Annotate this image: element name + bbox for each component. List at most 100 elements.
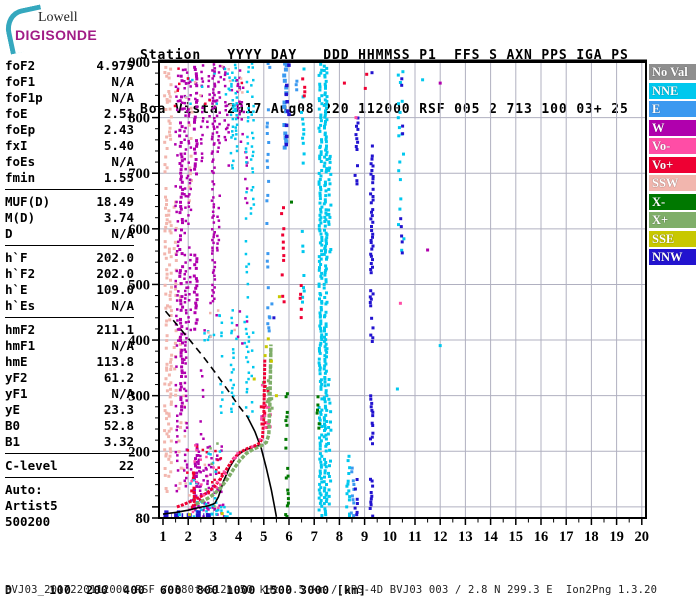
echo-dot: [369, 304, 373, 308]
echo-dot: [324, 433, 328, 437]
echo-dot: [319, 232, 323, 236]
echo-dot: [229, 378, 233, 382]
echo-dot: [178, 327, 182, 331]
echo-dot: [284, 85, 289, 90]
echo-dot: [211, 107, 214, 110]
echo-dot: [247, 371, 251, 374]
echo-dot: [232, 457, 235, 460]
echo-dot: [210, 199, 214, 202]
echo-dot: [164, 65, 168, 69]
echo-dot: [322, 396, 326, 400]
echo-dot: [369, 252, 373, 256]
echo-dot: [173, 240, 177, 244]
echo-dot: [282, 258, 286, 262]
echo-dot: [240, 118, 243, 121]
echo-dot: [217, 238, 221, 242]
parameter-value: N/A: [111, 298, 134, 313]
echo-dot: [270, 406, 274, 410]
echo-dot: [186, 174, 190, 178]
echo-dot: [167, 373, 171, 377]
echo-dot: [207, 508, 210, 511]
echo-dot: [210, 170, 214, 173]
echo-dot: [371, 514, 375, 518]
echo-dot: [265, 125, 269, 129]
echo-dot: [348, 512, 351, 516]
echo-dot: [192, 474, 196, 477]
echo-dot: [175, 299, 179, 302]
echo-dot: [177, 450, 181, 454]
echo-dot: [318, 154, 322, 158]
echo-dot: [370, 144, 374, 148]
echo-dot: [229, 103, 232, 107]
echo-dot: [317, 282, 321, 286]
echo-dot: [318, 452, 322, 456]
echo-dot: [320, 382, 324, 386]
echo-dot: [216, 242, 219, 245]
echo-dot: [232, 351, 235, 355]
echo-dot: [371, 195, 375, 198]
echo-dot: [209, 447, 212, 450]
echo-dot: [324, 84, 327, 88]
legend-item-vo+: Vo+: [649, 156, 696, 173]
echo-dot: [215, 102, 218, 105]
echo-dot: [179, 207, 183, 211]
echo-dot: [247, 116, 250, 119]
echo-dot: [220, 445, 223, 448]
echo-dot: [189, 94, 192, 97]
echo-dot: [200, 152, 204, 155]
echo-dot: [318, 436, 322, 440]
echo-dot: [318, 324, 322, 328]
echo-dot: [369, 262, 373, 265]
echo-dot: [187, 81, 191, 85]
echo-dot: [322, 252, 326, 256]
echo-dot: [211, 299, 215, 303]
echo-dot: [284, 446, 288, 450]
echo-dot: [241, 342, 244, 345]
echo-dot: [260, 383, 264, 387]
echo-dot: [163, 71, 167, 74]
echo-dot: [245, 150, 248, 154]
echo-dot: [345, 505, 349, 509]
echo-dot: [317, 180, 321, 184]
echo-dot: [205, 468, 208, 471]
echo-dot: [176, 319, 179, 322]
echo-dot: [183, 429, 187, 433]
parameter-label: yF2: [5, 370, 28, 385]
echo-dot: [165, 135, 169, 139]
echo-dot: [179, 195, 183, 199]
echo-dot: [168, 294, 172, 297]
echo-dot: [199, 470, 202, 474]
echo-dot: [231, 99, 234, 102]
echo-dot: [184, 82, 188, 85]
echo-dot: [169, 357, 173, 361]
echo-dot: [193, 80, 197, 84]
echo-dot: [178, 342, 182, 346]
echo-dot: [328, 464, 331, 468]
echo-dot: [187, 199, 191, 203]
echo-dot: [320, 433, 324, 437]
echo-dot: [322, 416, 326, 420]
x-tick-label: 8: [336, 529, 343, 545]
echo-dot: [217, 471, 221, 474]
echo-dot: [218, 122, 221, 126]
echo-dot: [245, 315, 249, 318]
echo-dot: [180, 348, 184, 352]
echo-dot: [191, 477, 195, 480]
echo-dot: [197, 450, 201, 453]
echo-dot: [183, 469, 186, 472]
echo-dot: [200, 85, 204, 88]
echo-dot: [230, 391, 234, 394]
echo-dot: [267, 326, 271, 330]
echo-dot: [169, 224, 173, 228]
echo-dot: [356, 164, 359, 168]
echo-dot: [252, 119, 255, 122]
echo-dot: [221, 391, 224, 394]
echo-dot: [193, 263, 197, 267]
y-tick-label: 400: [128, 333, 150, 349]
echo-dot: [365, 72, 369, 76]
x-tick-label: 1: [159, 529, 166, 545]
echo-dot: [327, 488, 331, 492]
echo-dot: [229, 151, 233, 155]
echo-dot: [180, 79, 184, 83]
echo-dot: [265, 199, 269, 203]
